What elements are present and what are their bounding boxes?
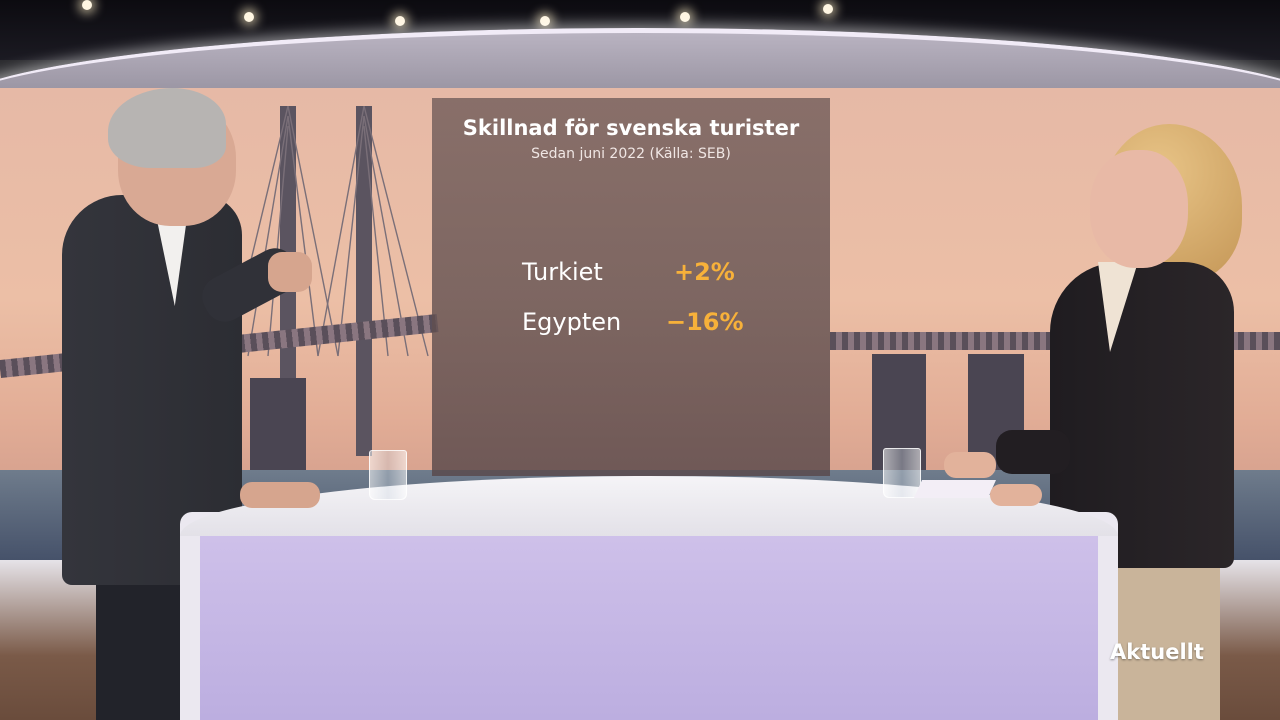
guest-raised-hand bbox=[268, 252, 312, 292]
host-hand bbox=[944, 452, 996, 478]
chart-graphic-panel: Skillnad för svenska turister Sedan juni… bbox=[432, 98, 830, 476]
water-glass bbox=[883, 448, 921, 498]
row-label: Egypten bbox=[522, 308, 622, 336]
ceiling-light bbox=[395, 16, 405, 26]
host-hand bbox=[990, 484, 1042, 506]
ceiling-light bbox=[244, 12, 254, 22]
desk-front-panel bbox=[200, 526, 1098, 720]
ceiling-light bbox=[680, 12, 690, 22]
ceiling-light bbox=[823, 4, 833, 14]
graphic-subtitle: Sedan juni 2022 (Källa: SEB) bbox=[531, 146, 731, 162]
host-skirt bbox=[1104, 560, 1220, 720]
host-arm bbox=[996, 430, 1070, 474]
desk-papers bbox=[913, 480, 997, 498]
bridge-pier bbox=[250, 378, 306, 470]
graphic-title: Skillnad för svenska turister bbox=[462, 116, 800, 140]
host-head bbox=[1090, 150, 1188, 268]
guest-hand-on-desk bbox=[240, 482, 320, 508]
ceiling-light bbox=[82, 0, 92, 10]
channel-logo: Aktuellt bbox=[1110, 640, 1204, 664]
ceiling-light bbox=[540, 16, 550, 26]
row-value: +2% bbox=[674, 258, 735, 286]
row-value: −16% bbox=[666, 308, 744, 336]
row-label: Turkiet bbox=[522, 258, 603, 286]
studio-floor bbox=[1210, 560, 1280, 720]
bridge-pylon bbox=[356, 106, 372, 456]
bridge-cables bbox=[228, 106, 429, 357]
guest-hair bbox=[108, 88, 226, 168]
water-glass bbox=[369, 450, 407, 500]
